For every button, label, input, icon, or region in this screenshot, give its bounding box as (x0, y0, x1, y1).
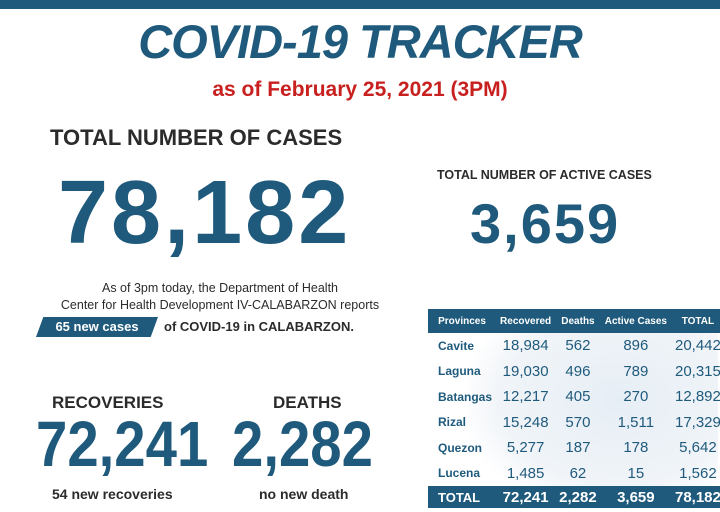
active-cases-label: TOTAL NUMBER OF ACTIVE CASES (437, 168, 652, 182)
province-name: Laguna (438, 364, 481, 379)
table-row: Laguna 19,030 496 789 20,315 (428, 359, 720, 385)
column-header-total: TOTAL (670, 309, 720, 333)
top-bar (0, 0, 720, 9)
recovered-cell: 19,030 (502, 362, 549, 380)
province-table-container: Provinces Recovered Deaths Active Cases … (428, 309, 720, 512)
total-deaths-cell: 2,282 (555, 486, 601, 508)
recoveries-label: RECOVERIES (52, 393, 164, 412)
report-text: As of 3pm today, the Department of Healt… (40, 280, 400, 314)
table-row: Lucena 1,485 62 15 1,562 (428, 461, 720, 487)
report-line-1: As of 3pm today, the Department of Healt… (101, 281, 338, 295)
total-recovered-cell: 72,241 (496, 486, 556, 508)
total-cell: 17,329 (674, 413, 720, 431)
report-line-2: Center for Health Development IV-CALABAR… (60, 298, 380, 312)
recovered-cell: 18,984 (502, 337, 549, 355)
column-header-active-cases: Active Cases (600, 309, 671, 333)
recoveries-value: 72,241 (36, 408, 209, 480)
recovered-cell: 12,217 (502, 388, 549, 406)
total-cell: 20,315 (674, 362, 720, 380)
total-cell: 5,642 (679, 439, 717, 457)
page-title: COVID-19 TRACKER (138, 15, 583, 68)
calabarzon-map-watermark (468, 313, 718, 508)
recovered-cell: 15,248 (502, 413, 549, 431)
deaths-cell: 496 (565, 362, 591, 380)
table-row: Cavite 18,984 562 896 20,442 (428, 333, 720, 359)
active-cell: 270 (623, 388, 649, 406)
deaths-cell: 562 (565, 337, 591, 355)
deaths-value: 2,282 (232, 408, 373, 480)
total-cases-label: TOTAL NUMBER OF CASES (50, 125, 343, 150)
table-total-row: TOTAL 72,241 2,282 3,659 78,182 (428, 486, 720, 508)
active-cell: 178 (623, 439, 649, 457)
column-header-deaths: Deaths (555, 309, 601, 333)
recoveries-note: 54 new recoveries (52, 486, 173, 502)
report-line-3-tail: of COVID-19 in CALABARZON. (164, 319, 354, 334)
province-table: Provinces Recovered Deaths Active Cases … (428, 309, 720, 508)
recovered-cell: 1,485 (506, 464, 545, 482)
total-active-cell: 3,659 (600, 486, 671, 508)
province-name: Quezon (438, 440, 482, 455)
column-header-provinces: Provinces (428, 309, 497, 333)
recovered-cell: 5,277 (506, 439, 545, 457)
total-cell: 1,562 (679, 464, 717, 482)
total-total-cell: 78,182 (670, 486, 720, 508)
total-row-label: TOTAL (428, 486, 497, 508)
total-cases-value: 78,182 (58, 163, 352, 263)
deaths-cell: 187 (565, 439, 591, 457)
total-cell: 20,442 (674, 337, 720, 355)
new-cases-badge: 65 new cases (36, 317, 158, 337)
deaths-label: DEATHS (273, 393, 342, 412)
province-name: Rizal (438, 415, 467, 430)
active-cell: 789 (623, 362, 649, 380)
table-row: Batangas 12,217 405 270 12,892 (428, 384, 720, 410)
column-header-recovered: Recovered (496, 309, 556, 333)
active-cell: 15 (627, 464, 645, 482)
active-cell: 1,511 (617, 413, 655, 431)
deaths-note: no new death (259, 486, 349, 502)
deaths-cell: 570 (565, 413, 591, 431)
page-subtitle: as of February 25, 2021 (3PM) (212, 78, 508, 101)
total-cell: 12,892 (674, 388, 720, 406)
deaths-cell: 405 (565, 388, 591, 406)
province-name: Lucena (438, 466, 481, 481)
table-row: Rizal 15,248 570 1,511 17,329 (428, 410, 720, 436)
table-row: Quezon 5,277 187 178 5,642 (428, 435, 720, 461)
active-cases-value: 3,659 (470, 192, 621, 255)
table-header-row: Provinces Recovered Deaths Active Cases … (428, 309, 720, 333)
deaths-cell: 62 (569, 464, 587, 482)
province-name: Cavite (438, 338, 475, 353)
province-name: Batangas (438, 389, 493, 404)
active-cell: 896 (623, 337, 649, 355)
